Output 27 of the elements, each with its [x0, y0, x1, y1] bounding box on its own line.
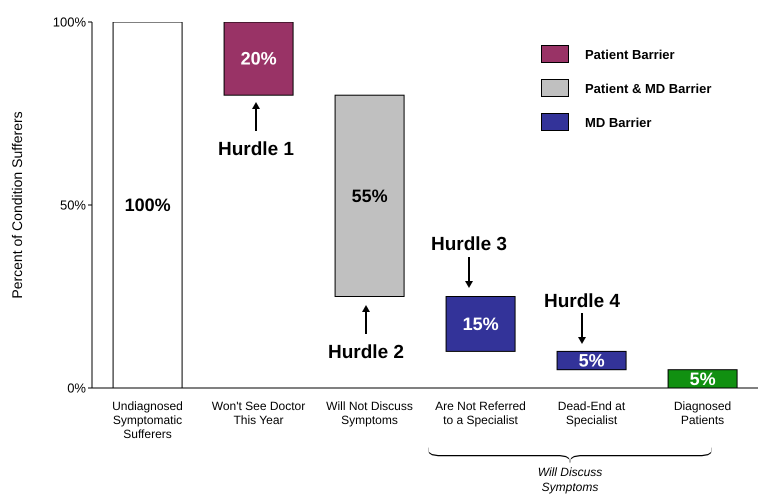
y-tick-label: 50%	[60, 198, 86, 213]
legend-label: Patient Barrier	[585, 46, 675, 62]
x-tick-label: Undiagnosed Symptomatic Sufferers	[112, 399, 183, 441]
data-label: 20%	[240, 48, 277, 69]
data-label: 15%	[462, 314, 499, 334]
y-axis-title: Percent of Condition Sufferers	[9, 111, 25, 299]
annotation: Hurdle 4	[544, 291, 620, 312]
x-tick-label: Dead-End at Specialist	[558, 399, 626, 427]
data-label: 5%	[578, 350, 605, 371]
annotation: Hurdle 2	[328, 342, 404, 363]
data-label: 5%	[690, 368, 716, 389]
x-tick-label: Diagnosed Patients	[674, 399, 732, 427]
legend-label: Patient & MD Barrier	[585, 80, 712, 96]
legend-label: MD Barrier	[585, 114, 652, 130]
annotation: Hurdle 3	[430, 234, 508, 255]
y-tick-label: 100%	[52, 14, 86, 30]
x-tick-label: Will Not Discuss Symptoms	[326, 399, 413, 427]
bar	[446, 296, 516, 352]
bar	[224, 22, 294, 96]
bar	[334, 94, 405, 297]
x-tick-label: Are Not Referred to a Specialist	[435, 399, 526, 427]
annotation: Hurdle 1	[218, 139, 294, 160]
x-tick-label: Won't See Doctor This Year	[212, 399, 306, 427]
text: Will Discuss Symptoms	[538, 465, 602, 494]
data-label: 55%	[352, 186, 388, 206]
data-label: 100%	[124, 195, 171, 215]
y-tick-label: 0%	[67, 380, 86, 396]
